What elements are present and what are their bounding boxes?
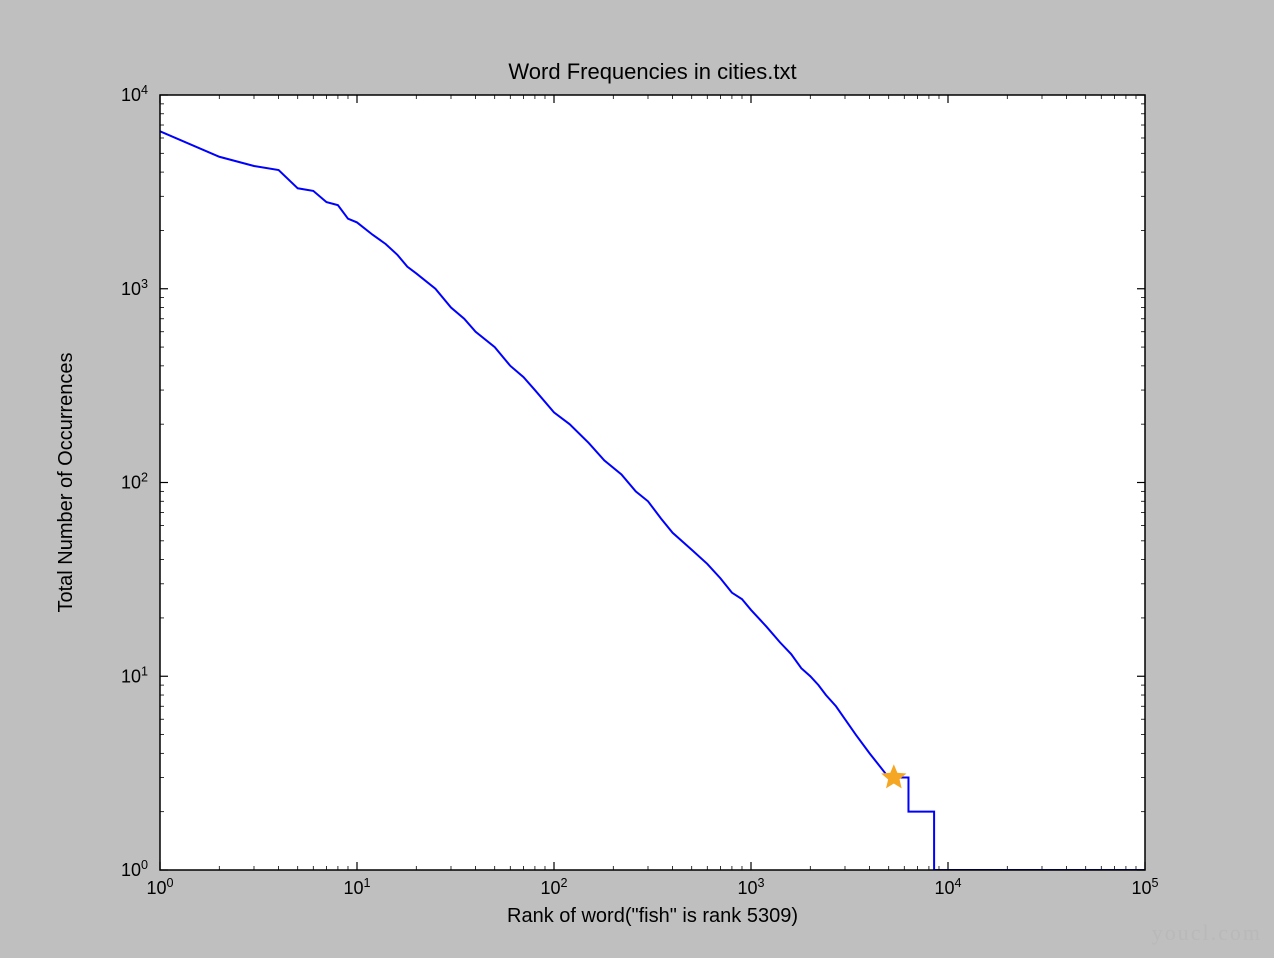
- figure-canvas: 100101102103104105100101102103104Word Fr…: [0, 0, 1274, 958]
- plot-svg: 100101102103104105100101102103104Word Fr…: [0, 0, 1274, 958]
- y-axis-label: Total Number of Occurrences: [55, 352, 77, 612]
- watermark-text: youcl.com: [1152, 920, 1262, 946]
- x-axis-label: Rank of word("fish" is rank 5309): [507, 905, 798, 927]
- chart-title: Word Frequencies in cities.txt: [508, 59, 796, 84]
